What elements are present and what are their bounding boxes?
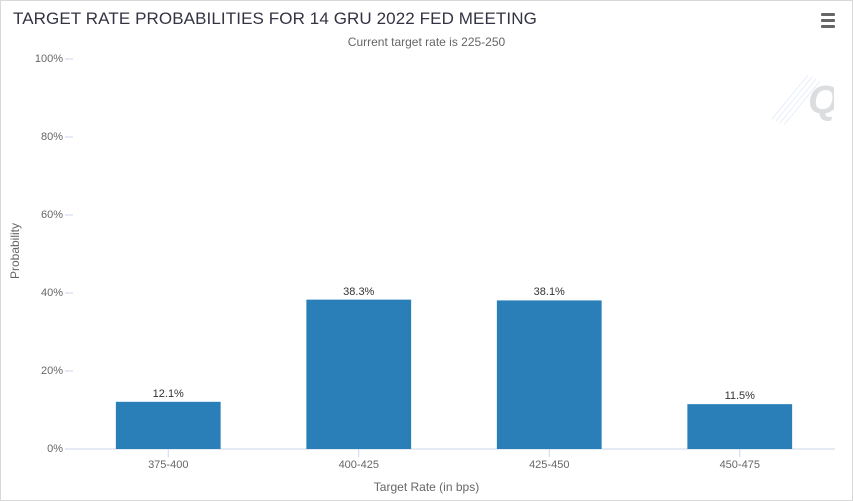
y-tick-label: 0% [23,443,63,455]
x-tick-label: 425-450 [529,459,569,471]
bar-value-label: 12.1% [153,388,184,400]
x-tick-label: 450-475 [720,459,760,471]
x-tick-label: 400-425 [339,459,379,471]
x-tick-label: 375-400 [148,459,188,471]
bar-value-label: 11.5% [725,390,755,402]
bar-value-label: 38.3% [343,286,374,298]
y-tick-label: 80% [23,131,63,143]
y-tick-label: 100% [23,53,63,65]
bar[interactable] [306,300,411,449]
plot-area [1,1,852,500]
bar-value-label: 38.1% [534,286,565,298]
y-tick-label: 40% [23,287,63,299]
bar[interactable] [497,300,602,449]
bar[interactable] [687,404,792,449]
bar[interactable] [116,402,221,449]
y-tick-label: 20% [23,365,63,377]
y-tick-label: 60% [23,209,63,221]
chart-container: TARGET RATE PROBABILITIES FOR 14 GRU 202… [0,0,853,501]
